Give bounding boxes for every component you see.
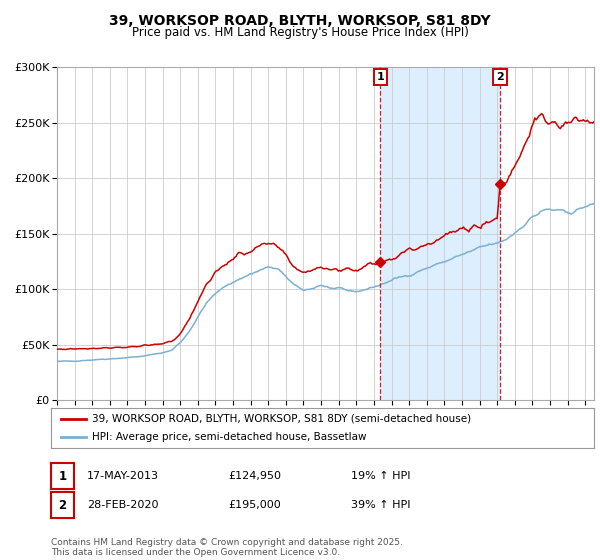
Text: 39% ↑ HPI: 39% ↑ HPI bbox=[351, 500, 410, 510]
Text: 17-MAY-2013: 17-MAY-2013 bbox=[87, 471, 159, 481]
Text: HPI: Average price, semi-detached house, Bassetlaw: HPI: Average price, semi-detached house,… bbox=[92, 432, 366, 442]
Text: 39, WORKSOP ROAD, BLYTH, WORKSOP, S81 8DY: 39, WORKSOP ROAD, BLYTH, WORKSOP, S81 8D… bbox=[109, 14, 491, 28]
Text: 1: 1 bbox=[377, 72, 385, 82]
Text: 19% ↑ HPI: 19% ↑ HPI bbox=[351, 471, 410, 481]
Text: £195,000: £195,000 bbox=[228, 500, 281, 510]
Text: 28-FEB-2020: 28-FEB-2020 bbox=[87, 500, 158, 510]
Text: 39, WORKSOP ROAD, BLYTH, WORKSOP, S81 8DY (semi-detached house): 39, WORKSOP ROAD, BLYTH, WORKSOP, S81 8D… bbox=[92, 414, 471, 423]
Text: Price paid vs. HM Land Registry's House Price Index (HPI): Price paid vs. HM Land Registry's House … bbox=[131, 26, 469, 39]
Text: 2: 2 bbox=[496, 72, 504, 82]
Text: 1: 1 bbox=[58, 469, 67, 483]
Text: Contains HM Land Registry data © Crown copyright and database right 2025.
This d: Contains HM Land Registry data © Crown c… bbox=[51, 538, 403, 557]
Text: 2: 2 bbox=[58, 498, 67, 512]
Bar bbox=[380, 67, 500, 400]
Text: £124,950: £124,950 bbox=[228, 471, 281, 481]
